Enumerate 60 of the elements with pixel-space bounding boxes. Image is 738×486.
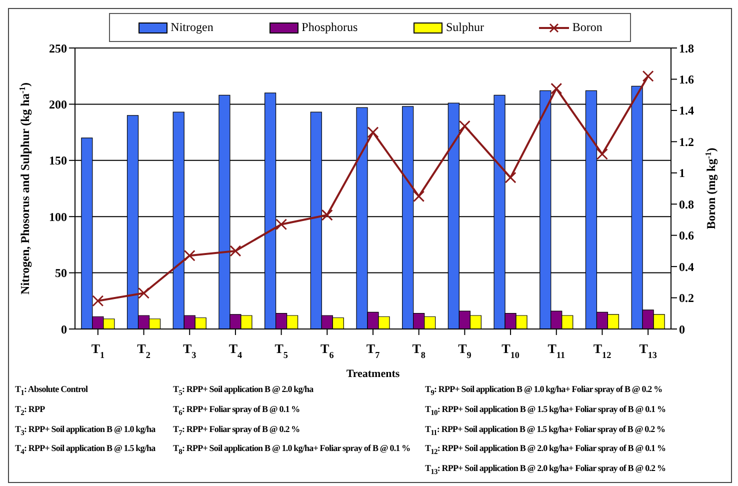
point [184, 250, 196, 262]
legend-label: Phosphorus [300, 20, 358, 35]
text: T$_{8}$: RPP+ Soil application B @ 1.0 kg/ha+ Foliar spray of B @ 0.1 % [173, 442, 412, 458]
x-tick-label: T$_{12}$ [593, 341, 612, 360]
text: T$_{13}$: RPP+ Soil application B @ 2.0 kg/ha+ Foliar spray of B @ 0.2 % [425, 462, 667, 478]
text: T$_{9}$: RPP+ Soil application B @ 1.0 kg/ha+ Foliar spray of B @ 0.2 % [425, 383, 664, 399]
point [458, 120, 470, 132]
x-tick-label: T$_{2}$ [137, 341, 151, 360]
text: T$_{12}$: RPP+ Soil application B @ 2.0 kg/ha+ Foliar spray of B @ 0.1 % [425, 442, 667, 458]
y2-tick-label: 1.6 [679, 72, 694, 86]
point [92, 295, 104, 307]
y2-tick-label: 0 [679, 322, 685, 336]
text: T$_{5}$: RPP+ Soil application B @ 2.0 kg/ha [173, 383, 314, 399]
x-tick-label: T$_{6}$ [320, 341, 334, 360]
point [138, 287, 150, 299]
x-tick-label: T$_{10}$ [502, 341, 520, 360]
text: T$_{6}$: RPP+ Foliar spray of B @ 0.1 % [173, 402, 301, 419]
point [504, 172, 516, 184]
legend-label: Sulphur [444, 20, 484, 35]
x-tick-label: T$_{1}$ [91, 341, 105, 360]
y-tick-label: 250 [49, 41, 67, 56]
x-tick-label: T$_{9}$ [458, 341, 472, 360]
y2-tick-label: 0.4 [679, 260, 694, 274]
x-tick-label: T$_{3}$ [183, 341, 197, 360]
legend-label: Boron [571, 20, 602, 35]
text: T$_{11}$: RPP+ Soil application B @ 1.5 kg/ha+ Foliar spray of B @ 0.2 % [425, 422, 666, 438]
text: T$_{1}$: Absolute Control [15, 383, 89, 399]
y2-tick-label: 1.2 [679, 134, 694, 149]
point [367, 126, 379, 138]
text: T$_{10}$: RPP+ Soil application B @ 1.5 kg/ha+ Foliar spray of B @ 0.1 % [425, 402, 667, 419]
y2-tick-label: 1.4 [679, 104, 694, 118]
point [413, 190, 425, 202]
x-tick-label: T$_{7}$ [366, 341, 380, 360]
point [321, 209, 333, 221]
x-tick-label: T$_{11}$ [548, 341, 566, 360]
y2-tick-label: 0.2 [679, 291, 694, 306]
x-tick-label: T$_{5}$ [274, 341, 288, 360]
point [230, 245, 242, 257]
text: T$_{4}$: RPP+ Soil application B @ 1.5 kg/ha [15, 442, 156, 458]
point [642, 70, 654, 82]
y-tick-label: 0 [61, 322, 67, 336]
point [276, 218, 288, 230]
point [550, 82, 562, 94]
x-tick-label: T$_{4}$ [228, 341, 243, 360]
text: T$_{3}$: RPP+ Soil application B @ 1.0 kg/ha [15, 422, 156, 438]
y-tick-label: 200 [49, 97, 67, 112]
x-tick-label: T$_{13}$ [639, 341, 658, 360]
point [596, 148, 608, 160]
y2-tick-label: 1.8 [679, 41, 694, 56]
y-tick-label: 50 [55, 266, 67, 280]
text: T$_{7}$: RPP+ Foliar spray of B @ 0.2 % [173, 422, 301, 438]
text: T$_{2}$: RPP [15, 402, 46, 419]
y-tick-label: 150 [49, 154, 67, 168]
legend-label: Nitrogen [170, 20, 214, 35]
x-axis-title: Treatments [346, 368, 400, 380]
y2-tick-label: 0.6 [679, 228, 694, 243]
x-tick-label: T$_{8}$ [412, 341, 426, 360]
y2-tick-label: 1 [679, 166, 685, 180]
y-tick-label: 100 [49, 210, 67, 224]
y2-tick-label: 0.8 [679, 197, 694, 212]
